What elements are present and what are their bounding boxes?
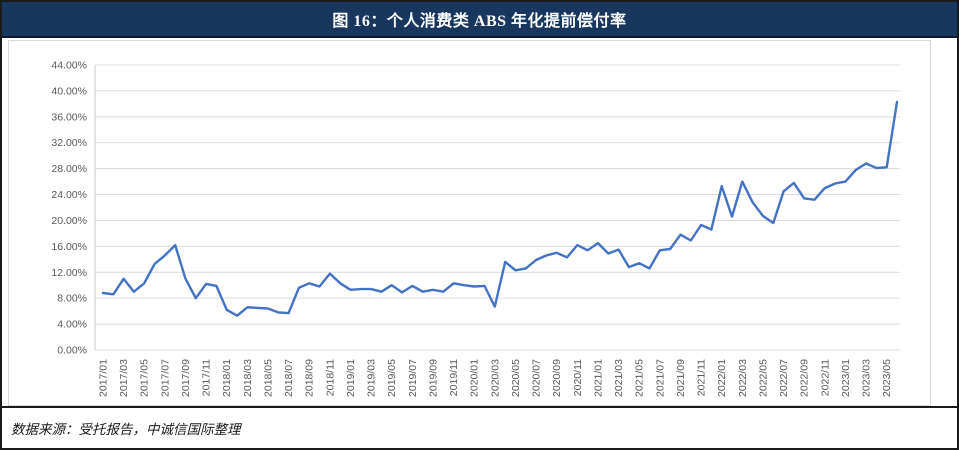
x-axis-tick-label: 2022/01 — [716, 359, 728, 397]
x-axis-tick-label: 2019/01 — [345, 359, 357, 397]
x-axis-tick-label: 2017/11 — [201, 359, 213, 396]
figure-title-bar: 图 16：个人消费类 ABS 年化提前偿付率 — [2, 2, 957, 38]
x-axis-tick-label: 2023/03 — [861, 359, 873, 397]
y-axis-tick-label: 32.00% — [51, 137, 87, 149]
x-axis-tick-label: 2021/01 — [592, 359, 604, 397]
x-axis-tick-label: 2023/01 — [840, 359, 852, 397]
y-axis-tick-label: 40.00% — [51, 85, 87, 97]
x-axis-tick-label: 2018/09 — [304, 359, 316, 397]
x-axis-tick-label: 2021/11 — [696, 359, 708, 396]
y-axis-tick-label: 28.00% — [51, 163, 87, 175]
x-axis-tick-label: 2019/07 — [407, 359, 419, 397]
x-axis-tick-label: 2022/07 — [778, 359, 790, 397]
y-axis-tick-label: 8.00% — [57, 293, 87, 305]
x-axis-tick-label: 2017/07 — [159, 359, 171, 397]
x-axis-tick-label: 2018/03 — [242, 359, 254, 397]
x-axis-tick-label: 2022/05 — [757, 359, 769, 397]
x-axis-tick-label: 2019/03 — [366, 359, 378, 397]
x-axis-tick-label: 2022/09 — [799, 359, 811, 397]
x-axis-tick-label: 2018/11 — [324, 359, 336, 396]
x-axis-tick-label: 2021/09 — [675, 359, 687, 397]
data-source-bar: 数据来源：受托报告，中诚信国际整理 — [2, 406, 957, 448]
x-axis-tick-label: 2018/01 — [221, 359, 233, 397]
x-axis-tick-label: 2019/09 — [427, 359, 439, 397]
x-axis-tick-label: 2020/07 — [531, 359, 543, 397]
x-axis-tick-label: 2020/03 — [489, 359, 501, 397]
x-axis-tick-label: 2019/05 — [386, 359, 398, 397]
figure-title: 图 16：个人消费类 ABS 年化提前偿付率 — [332, 13, 627, 30]
x-axis-tick-label: 2020/09 — [551, 359, 563, 397]
y-axis-tick-label: 36.00% — [51, 111, 87, 123]
x-axis-tick-label: 2020/11 — [572, 359, 584, 396]
y-axis-tick-label: 16.00% — [51, 241, 87, 253]
x-axis-tick-label: 2020/05 — [510, 359, 522, 397]
chart-card: 0.00% 4.00% 8.00% 12.00% 16.00% 20.00% 24.00% 2… — [8, 40, 931, 406]
x-axis-tick-label: 2017/03 — [118, 359, 130, 397]
x-axis-tick-label: 2017/01 — [98, 359, 110, 397]
y-axis-tick-label: 20.00% — [51, 215, 87, 227]
x-axis-tick-label: 2021/05 — [634, 359, 646, 397]
x-axis-tick-label: 2017/05 — [139, 359, 151, 397]
y-axis-tick-label: 24.00% — [51, 189, 87, 201]
data-source-note: 数据来源：受托报告，中诚信国际整理 — [11, 422, 241, 437]
x-axis-tick-label: 2021/03 — [613, 359, 625, 397]
x-axis-tick-label: 2021/07 — [654, 359, 666, 397]
prepayment-rate-line — [101, 100, 899, 317]
x-axis-tick-label: 2018/07 — [283, 359, 295, 397]
x-axis-tick-label: 2018/05 — [262, 359, 274, 397]
y-axis-tick-label: 4.00% — [57, 319, 87, 331]
x-axis-tick-label: 2017/09 — [180, 359, 192, 397]
x-axis-tick-label: 2022/11 — [819, 359, 831, 396]
prepayment-rate-line-chart: 0.00% 4.00% 8.00% 12.00% 16.00% 20.00% 24.00% 2… — [51, 60, 900, 397]
y-axis-tick-label: 44.00% — [51, 60, 87, 72]
x-axis-tick-label: 2022/03 — [737, 359, 749, 397]
x-axis-tick-label: 2020/01 — [469, 359, 481, 397]
x-axis-tick-label: 2023/05 — [881, 359, 893, 397]
y-axis-tick-label: 0.00% — [57, 345, 87, 357]
y-axis-tick-label: 12.00% — [51, 267, 87, 279]
x-axis-tick-label: 2019/11 — [448, 359, 460, 396]
